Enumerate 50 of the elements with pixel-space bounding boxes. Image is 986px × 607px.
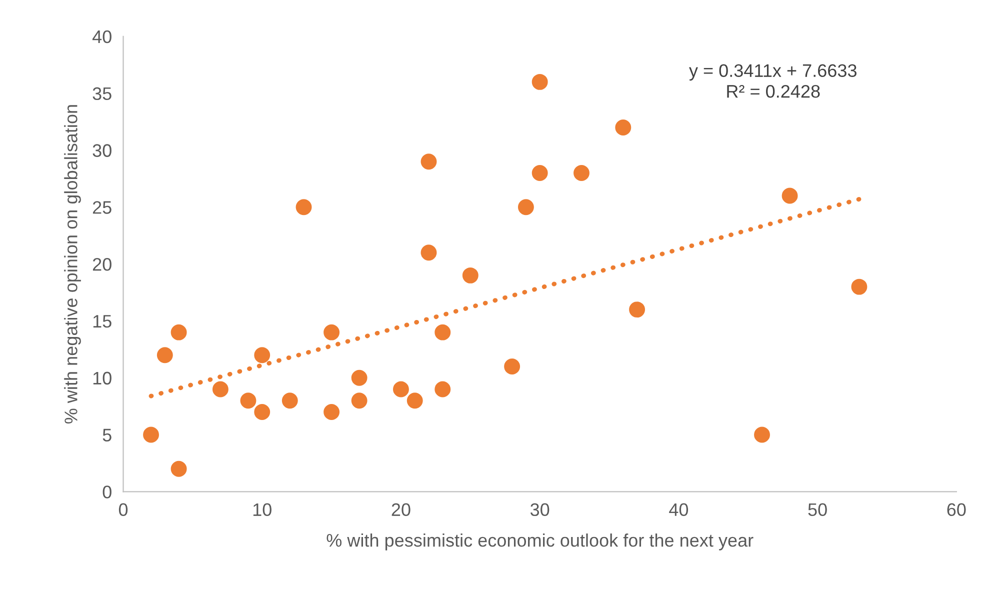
x-tick-label: 40 <box>669 503 688 516</box>
point <box>420 244 437 261</box>
y-tick-label: 40 <box>92 30 112 44</box>
point <box>629 302 646 318</box>
y-tick-label: 15 <box>93 315 112 328</box>
point <box>156 347 173 364</box>
point <box>434 324 451 340</box>
point <box>351 370 368 386</box>
point <box>504 358 520 374</box>
annotation: y = 0.3411x + 7.6633 R² = 0.2428 <box>689 64 856 98</box>
point <box>240 392 256 409</box>
y-tick-label: 0 <box>102 486 112 498</box>
point <box>254 347 270 364</box>
x-tick-label: 60 <box>947 503 966 516</box>
x-tick-label: 0 <box>118 503 128 516</box>
point <box>406 392 423 409</box>
point <box>532 74 548 90</box>
point <box>324 404 340 420</box>
x-tick-label: 30 <box>530 503 550 516</box>
x-axis-title: % with pessimistic economic outlook for the next year <box>326 534 754 550</box>
y-tick-label: 35 <box>92 87 112 100</box>
point <box>282 392 298 409</box>
point <box>851 278 868 295</box>
point <box>254 404 270 420</box>
point <box>296 199 312 216</box>
point <box>324 324 340 340</box>
point <box>212 381 228 398</box>
point <box>782 188 798 204</box>
y-tick-label: 20 <box>92 258 112 271</box>
point <box>434 381 451 398</box>
point <box>574 165 590 181</box>
point <box>392 381 409 398</box>
y-tick-label: 30 <box>92 144 112 157</box>
x-tick-label: 50 <box>808 503 827 516</box>
point <box>351 392 368 409</box>
point <box>615 119 632 136</box>
x-tick-label: 10 <box>253 503 272 516</box>
y-tick-label: 10 <box>93 372 112 385</box>
point <box>143 426 159 443</box>
point <box>462 267 478 284</box>
point <box>420 154 437 170</box>
point <box>518 199 534 216</box>
y-tick-label: 25 <box>92 201 112 214</box>
point <box>170 324 187 340</box>
point <box>754 426 770 443</box>
point <box>170 460 187 477</box>
y-tick-label: 5 <box>102 428 112 442</box>
point <box>532 165 548 181</box>
x-tick-label: 20 <box>392 503 410 516</box>
y-axis-title: % with negative opinion on globalisation <box>64 105 81 424</box>
